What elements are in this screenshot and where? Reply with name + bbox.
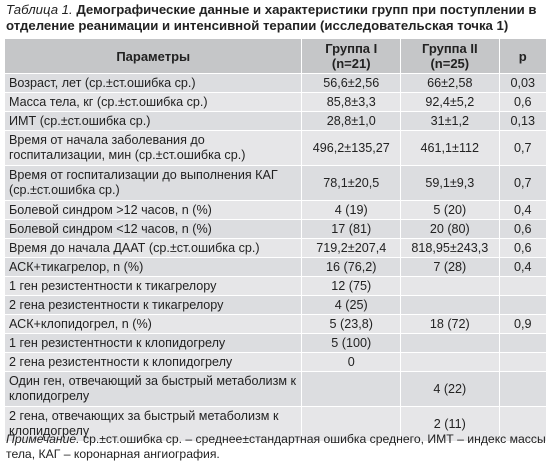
table-row: Возраст, лет (ср.±ст.ошибка ср.) 56,6±2,… xyxy=(3,73,548,93)
table-row: АСК+клопидогрел, n (%) 5 (23,8) 18 (72) … xyxy=(3,314,548,334)
demographics-table: Параметры Группа I (n=21) Группа II (n=25)… xyxy=(3,38,548,442)
table-row: 2 гена, отвечающих за быстрый метаболизм… xyxy=(3,406,548,442)
cell-group-2 xyxy=(400,333,500,353)
cell-group-1: 0 xyxy=(301,352,402,372)
cell-parameter: Болевой синдром <12 часов, n (%) xyxy=(3,219,303,239)
cell-parameter: АСК+тикагрелор, n (%) xyxy=(3,257,303,277)
cell-p-value xyxy=(498,406,548,442)
cell-p-value xyxy=(498,295,548,315)
note-text: ср.±ст.ошибка ср. – среднее±стандартная … xyxy=(6,432,546,461)
cell-parameter: 1 ген резистентности к клопидогрелу xyxy=(3,333,303,353)
cell-group-2 xyxy=(400,295,500,315)
header-group-2: Группа II (n=25) xyxy=(400,38,500,74)
cell-p-value: 0,4 xyxy=(498,200,548,220)
caption-lead: Таблица 1. xyxy=(6,2,73,17)
cell-group-1: 496,2±135,27 xyxy=(301,130,402,166)
cell-group-2: 59,1±9,3 xyxy=(400,165,500,201)
table-row: Время до начала ДААТ (ср.±ст.ошибка ср.)… xyxy=(3,238,548,258)
cell-parameter: ИМТ (ср.±ст.ошибка ср.) xyxy=(3,111,303,131)
cell-group-1: 5 (23,8) xyxy=(301,314,402,334)
cell-p-value xyxy=(498,276,548,296)
table-row: Болевой синдром >12 часов, n (%) 4 (19) … xyxy=(3,200,548,220)
header-parameters: Параметры xyxy=(3,38,303,74)
table-row: 2 гена резистентности к клопидогрелу 0 xyxy=(3,352,548,372)
cell-parameter: 2 гена, отвечающих за быстрый метаболизм… xyxy=(3,406,303,442)
cell-p-value: 0,6 xyxy=(498,92,548,112)
cell-group-1 xyxy=(301,371,402,407)
table-row: Время от начала заболевания до госпитали… xyxy=(3,130,548,166)
table-row: 1 ген резистентности к тикагрелору 12 (7… xyxy=(3,276,548,296)
table-row: Болевой синдром <12 часов, n (%) 17 (81)… xyxy=(3,219,548,239)
table-row: Один ген, отвечающий за быстрый метаболи… xyxy=(3,371,548,407)
cell-group-2 xyxy=(400,276,500,296)
cell-group-2: 818,95±243,3 xyxy=(400,238,500,258)
cell-group-2: 18 (72) xyxy=(400,314,500,334)
cell-parameter: Возраст, лет (ср.±ст.ошибка ср.) xyxy=(3,73,303,93)
cell-group-1: 85,8±3,3 xyxy=(301,92,402,112)
cell-group-2: 5 (20) xyxy=(400,200,500,220)
cell-group-1: 4 (19) xyxy=(301,200,402,220)
cell-parameter: Время от начала заболевания до госпитали… xyxy=(3,130,303,166)
cell-group-1: 5 (100) xyxy=(301,333,402,353)
cell-group-2: 20 (80) xyxy=(400,219,500,239)
table-row: ИМТ (ср.±ст.ошибка ср.) 28,8±1,0 31±1,2 … xyxy=(3,111,548,131)
table-row: 1 ген резистентности к клопидогрелу 5 (1… xyxy=(3,333,548,353)
cell-p-value: 0,9 xyxy=(498,314,548,334)
cell-group-2: 461,1±112 xyxy=(400,130,500,166)
cell-group-1: 17 (81) xyxy=(301,219,402,239)
cell-p-value xyxy=(498,352,548,372)
cell-p-value xyxy=(498,371,548,407)
caption-title: Демографические данные и характеристики … xyxy=(6,2,537,33)
cell-p-value: 0,6 xyxy=(498,238,548,258)
cell-parameter: Один ген, отвечающий за быстрый метаболи… xyxy=(3,371,303,407)
cell-group-2: 31±1,2 xyxy=(400,111,500,131)
cell-parameter: Масса тела, кг (ср.±ст.ошибка ср.) xyxy=(3,92,303,112)
cell-parameter: АСК+клопидогрел, n (%) xyxy=(3,314,303,334)
cell-group-1: 56,6±2,56 xyxy=(301,73,402,93)
cell-p-value: 0,7 xyxy=(498,130,548,166)
cell-parameter: 1 ген резистентности к тикагрелору xyxy=(3,276,303,296)
table-row: Время от госпитализации до выполнения КА… xyxy=(3,165,548,201)
cell-group-1: 4 (25) xyxy=(301,295,402,315)
table-note: Примечание. ср.±ст.ошибка ср. – среднее±… xyxy=(6,432,546,462)
table-row: Масса тела, кг (ср.±ст.ошибка ср.) 85,8±… xyxy=(3,92,548,112)
table-header-row: Параметры Группа I (n=21) Группа II (n=25)… xyxy=(3,38,548,74)
cell-group-1: 719,2±207,4 xyxy=(301,238,402,258)
cell-group-1 xyxy=(301,406,402,442)
cell-group-1: 16 (76,2) xyxy=(301,257,402,277)
cell-group-1: 12 (75) xyxy=(301,276,402,296)
cell-p-value: 0,4 xyxy=(498,257,548,277)
cell-parameter: Время от госпитализации до выполнения КА… xyxy=(3,165,303,201)
table-row: АСК+тикагрелор, n (%) 16 (76,2) 7 (28) 0… xyxy=(3,257,548,277)
cell-group-2: 2 (11) xyxy=(400,406,500,442)
cell-group-1: 28,8±1,0 xyxy=(301,111,402,131)
cell-p-value: 0,13 xyxy=(498,111,548,131)
cell-p-value: 0,03 xyxy=(498,73,548,93)
cell-parameter: Болевой синдром >12 часов, n (%) xyxy=(3,200,303,220)
table-row: 2 гена резистентности к тикагрелору 4 (2… xyxy=(3,295,548,315)
cell-p-value: 0,7 xyxy=(498,165,548,201)
cell-parameter: 2 гена резистентности к тикагрелору xyxy=(3,295,303,315)
cell-group-2: 7 (28) xyxy=(400,257,500,277)
note-lead: Примечание. xyxy=(6,432,80,446)
cell-p-value: 0,6 xyxy=(498,219,548,239)
cell-p-value xyxy=(498,333,548,353)
cell-group-2: 66±2,58 xyxy=(400,73,500,93)
table-caption: Таблица 1. Демографические данные и хара… xyxy=(6,2,546,34)
cell-parameter: Время до начала ДААТ (ср.±ст.ошибка ср.) xyxy=(3,238,303,258)
cell-group-2 xyxy=(400,352,500,372)
cell-group-1: 78,1±20,5 xyxy=(301,165,402,201)
header-group-1: Группа I (n=21) xyxy=(301,38,402,74)
cell-group-2: 4 (22) xyxy=(400,371,500,407)
cell-group-2: 92,4±5,2 xyxy=(400,92,500,112)
header-p-value: p xyxy=(498,38,548,74)
cell-parameter: 2 гена резистентности к клопидогрелу xyxy=(3,352,303,372)
